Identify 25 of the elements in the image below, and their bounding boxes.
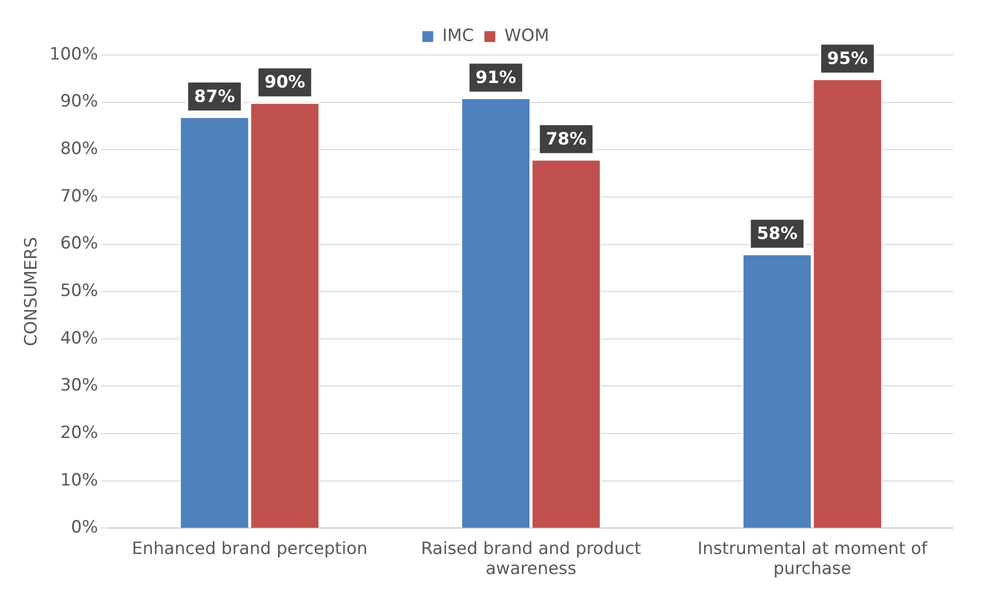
y-axis-title: CONSUMERS [22,236,42,346]
text: 90% [264,72,306,93]
text: 58% [756,224,798,244]
y-tick-label: 0% [71,518,98,538]
y-tick-label: 40% [60,328,98,348]
category-label: purchase [773,559,852,580]
legend-label: WOM [504,26,550,46]
y-tick-label: 70% [60,186,98,206]
text: 91% [475,68,516,88]
text: 87% [194,86,235,107]
y-tick-label: 60% [60,234,98,254]
y-tick-label: 10% [60,470,98,490]
category-label: Instrumental at moment of [697,538,928,559]
y-tick-label: 20% [60,422,98,443]
category-label: Raised brand and product [420,538,642,559]
y-tick-label: 100% [49,44,98,64]
y-tick-label: 30% [60,376,98,396]
category-label: awareness [486,559,576,580]
category-label: Enhanced brand perception [132,538,368,559]
legend-label: IMC [442,26,474,46]
y-tick-label: 50% [60,281,98,302]
text: 95% [827,49,868,70]
text: 78% [546,130,587,150]
y-tick-label: 80% [60,139,98,160]
y-tick-label: 90% [60,92,98,112]
